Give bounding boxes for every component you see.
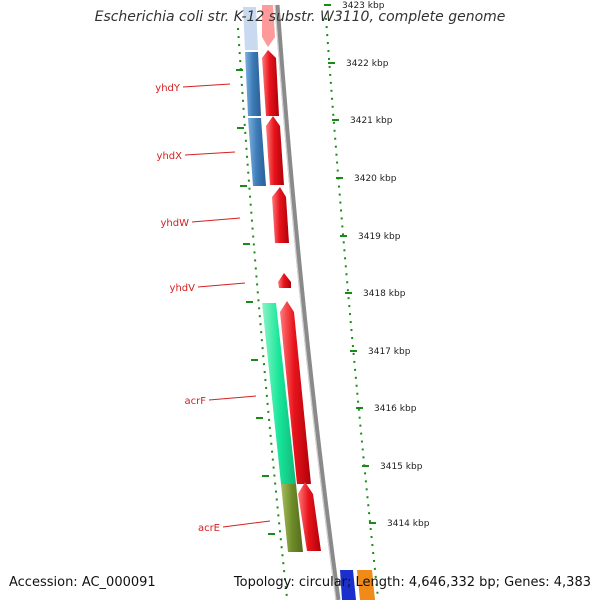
cds-arrow [298,482,321,551]
cds-arrow [262,50,279,116]
gene-label[interactable]: acrE [198,523,220,534]
ruler-label: 3414 kbp [387,519,430,529]
ruler-label: 3419 kbp [358,232,401,242]
inner-ticks [236,69,275,535]
accession-text: Accession: AC_000091 [9,575,156,590]
blue-feature-bottom [340,570,356,600]
cds-arrow [262,5,275,47]
cds-arrow [272,187,289,243]
ruler-label: 3417 kbp [368,347,411,357]
blue-feature-yhdX [248,118,266,186]
gene-label[interactable]: yhdY [155,83,181,94]
cds-arrow [278,273,291,288]
light-blue-feature [243,7,258,50]
gene-leader-line [184,151,236,156]
ruler-label: 3415 kbp [380,462,423,472]
olive-feature-acrE [281,484,303,552]
gene-leader-line [182,83,231,88]
gene-leader-line [208,395,257,401]
genome-backbone [274,4,341,600]
ruler-label: 3421 kbp [350,116,393,126]
ruler-label: 3422 kbp [346,59,389,69]
cds-forward-track [262,5,321,551]
map-title: Escherichia coli str. K-12 substr. W3110… [94,9,506,25]
ruler-label: 3420 kbp [354,174,397,184]
gene-leader-line [222,520,271,528]
ruler-scale: 3423 kbp 3422 kbp 3421 kbp 3420 kbp 3419 kbp… [324,1,430,529]
gene-labels: yhdY yhdX yhdW yhdV acrF acrE [155,83,271,534]
genome-summary-text: Topology: circular; Length: 4,646,332 bp… [233,575,591,590]
gene-label[interactable]: yhdW [161,218,190,229]
gene-label[interactable]: yhdX [157,151,183,162]
ruler-label: 3423 kbp [342,1,385,11]
blue-feature-yhdY [245,52,261,116]
genome-backbone-highlight [274,4,337,600]
orange-feature-bottom [357,570,375,600]
ruler-label: 3418 kbp [363,289,406,299]
teal-feature-acrF [262,303,296,484]
gene-label[interactable]: yhdV [170,283,196,294]
gene-leader-line [197,282,246,288]
inner-track-dots [237,27,288,599]
cds-arrow [266,116,284,185]
outer-track-dots [325,17,379,599]
gene-label[interactable]: acrF [185,396,207,407]
gene-leader-line [191,217,241,223]
ruler-label: 3416 kbp [374,404,417,414]
cds-arrow [280,301,311,484]
